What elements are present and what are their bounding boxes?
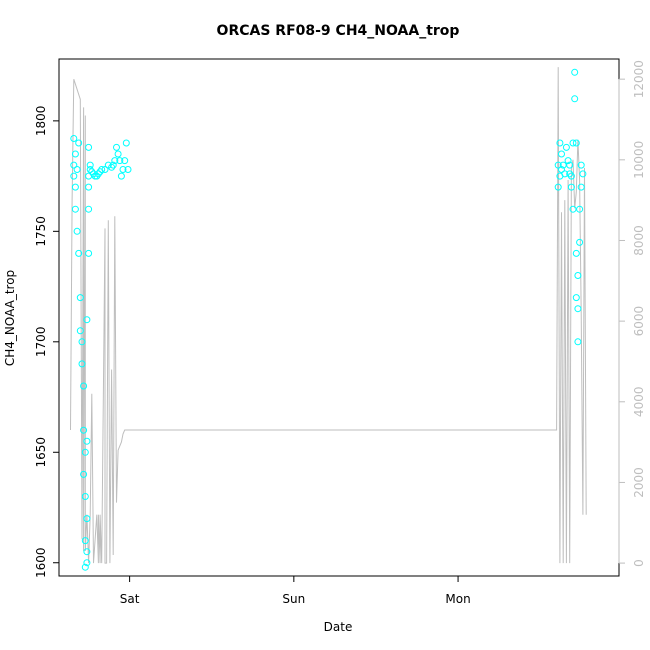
data-point xyxy=(575,273,581,279)
y-axis-left: 1600 1650 1700 1750 1800 xyxy=(34,106,59,578)
points-layer xyxy=(71,69,586,570)
data-point xyxy=(123,140,129,146)
data-point xyxy=(115,151,121,157)
x-axis: Sat Sun Mon xyxy=(120,576,471,606)
data-point xyxy=(559,151,565,157)
data-point xyxy=(575,306,581,312)
y-tick-label: 1650 xyxy=(34,437,48,468)
y-tick-label: 1750 xyxy=(34,216,48,247)
data-point xyxy=(72,206,78,212)
y2-tick-label: 10000 xyxy=(632,141,646,179)
x-tick-label: Mon xyxy=(445,592,470,606)
x-tick-label: Sat xyxy=(120,592,140,606)
data-point xyxy=(72,184,78,190)
y2-tick-label: 12000 xyxy=(632,60,646,98)
data-point xyxy=(114,144,120,150)
y-tick-label: 1700 xyxy=(34,327,48,358)
plot-frame xyxy=(59,59,619,576)
y-tick-label: 1600 xyxy=(34,547,48,578)
data-point xyxy=(74,228,80,234)
data-point xyxy=(575,339,581,345)
data-point xyxy=(563,144,569,150)
y-axis-right: 0 2000 4000 6000 8000 10000 12000 xyxy=(619,60,646,567)
y2-tick-label: 2000 xyxy=(632,467,646,498)
data-point xyxy=(573,295,579,301)
y2-tick-label: 4000 xyxy=(632,387,646,418)
data-point xyxy=(86,184,92,190)
data-point xyxy=(86,250,92,256)
y-tick-label: 1800 xyxy=(34,106,48,137)
y2-tick-label: 6000 xyxy=(632,306,646,337)
x-axis-label: Date xyxy=(324,620,353,634)
y-axis-label: CH4_NOAA_trop xyxy=(3,270,17,366)
data-point xyxy=(71,136,77,142)
data-point xyxy=(86,206,92,212)
data-point xyxy=(71,173,77,179)
data-point xyxy=(86,144,92,150)
data-point xyxy=(573,250,579,256)
chart-title: ORCAS RF08-9 CH4_NOAA_trop xyxy=(217,23,460,39)
y2-tick-label: 8000 xyxy=(632,225,646,256)
y2-tick-label: 0 xyxy=(632,559,646,567)
data-point xyxy=(578,184,584,190)
data-point xyxy=(72,151,78,157)
data-point xyxy=(118,173,124,179)
data-point xyxy=(572,69,578,75)
data-point xyxy=(74,167,80,173)
altitude-line xyxy=(71,67,587,563)
data-point xyxy=(577,239,583,245)
altitude-line-layer xyxy=(71,67,587,563)
data-point xyxy=(572,96,578,102)
x-tick-label: Sun xyxy=(282,592,305,606)
